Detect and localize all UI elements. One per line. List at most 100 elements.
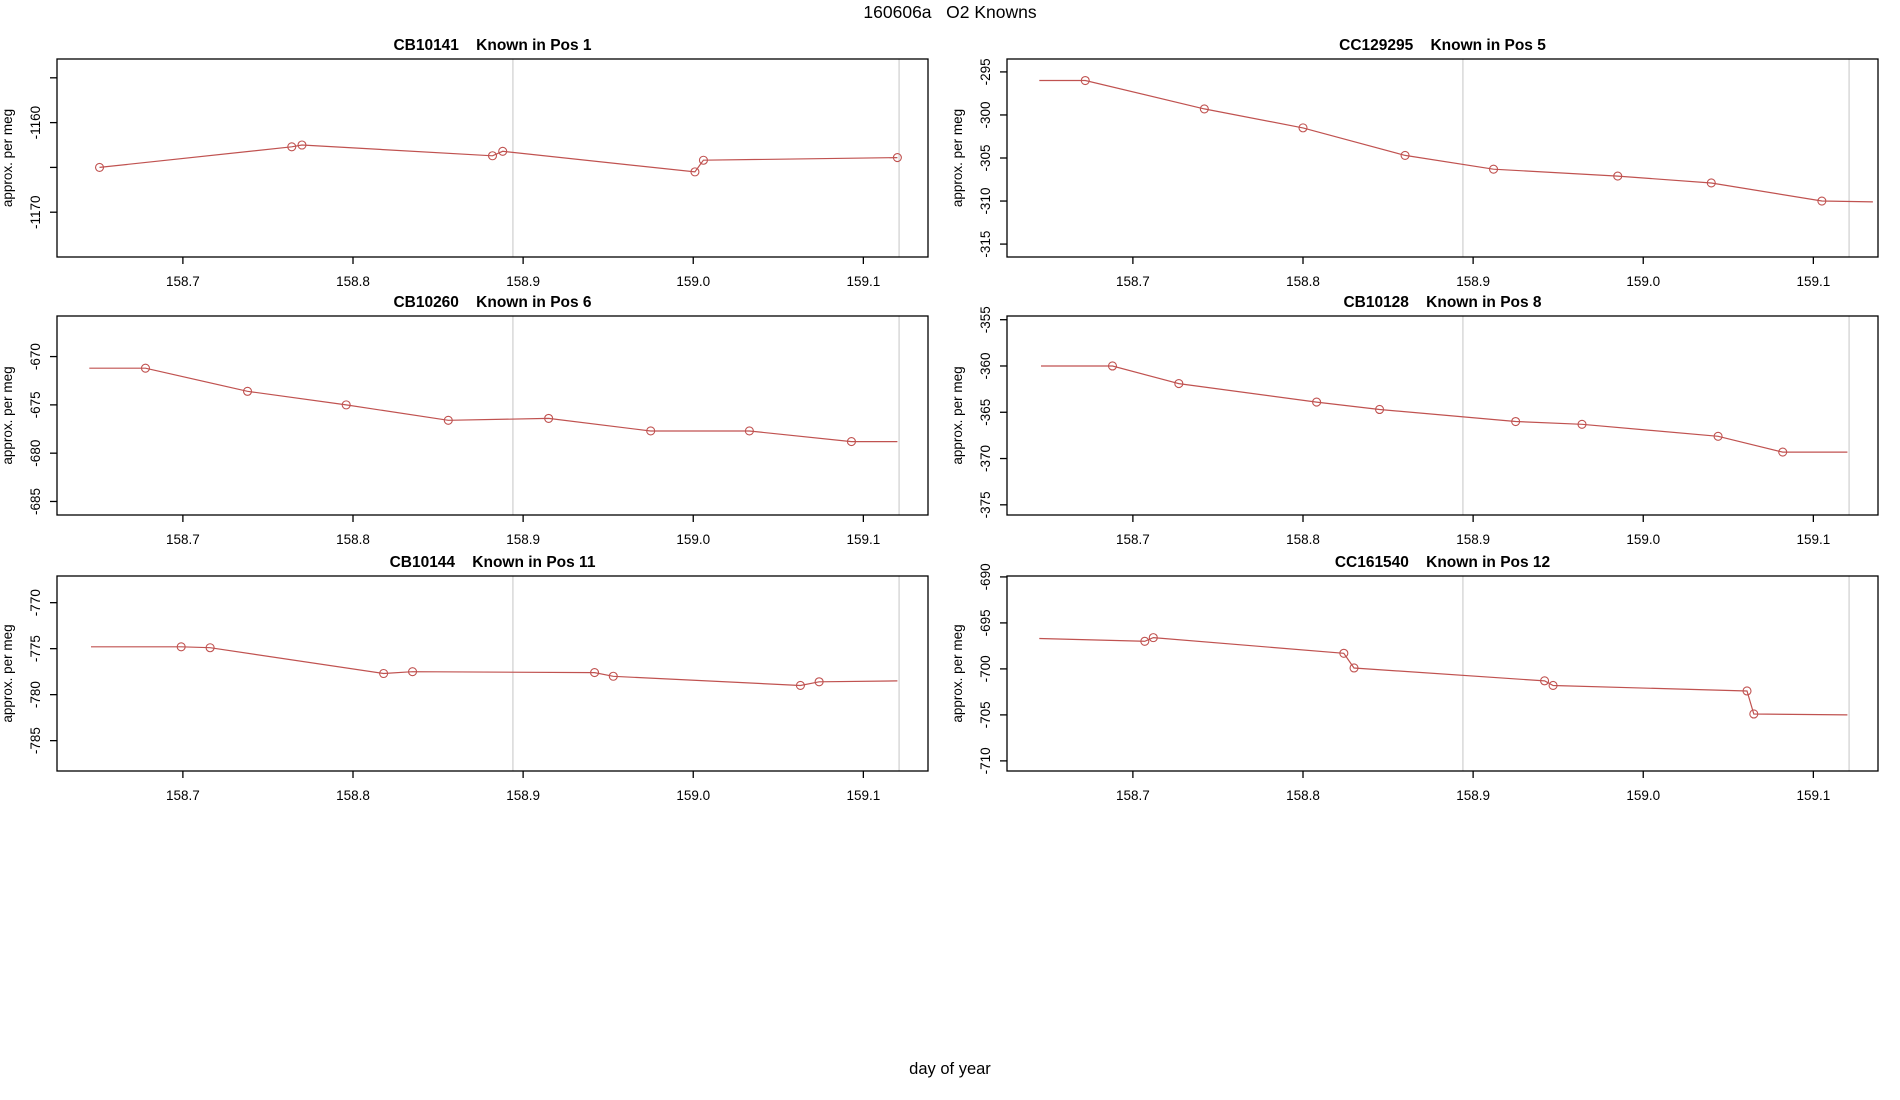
- x-tick-label: 159.0: [676, 788, 710, 803]
- x-tick-label: 158.7: [166, 532, 200, 547]
- y-tick-label: -310: [978, 188, 993, 215]
- data-point-marker: [1199, 104, 1209, 114]
- subplot-cb10141: CB10141 Known in Pos 1 158.7 158.8 158.9 159…: [0, 37, 929, 289]
- x-tick-label: 158.9: [1456, 788, 1490, 803]
- x-tick-label: 159.1: [1796, 788, 1830, 803]
- data-point-marker: [341, 400, 351, 410]
- data-point-marker: [1548, 680, 1558, 691]
- x-tick-label: 158.7: [1116, 788, 1150, 803]
- x-tick-label: 158.8: [1286, 532, 1320, 547]
- y-tick-label: -355: [978, 306, 993, 333]
- x-tick-label: 158.8: [336, 788, 370, 803]
- data-point-marker: [443, 415, 453, 425]
- data-point-marker: [1577, 419, 1587, 429]
- y-tick-label: -305: [978, 144, 993, 171]
- x-tick-label: 159.1: [846, 274, 880, 289]
- subplot-title: CC161540 Known in Pos 12: [1335, 554, 1550, 571]
- data-point-marker: [1713, 431, 1723, 441]
- y-tick-label: -1170: [28, 195, 43, 229]
- data-point-marker: [287, 142, 297, 152]
- data-point-marker: [892, 153, 902, 163]
- y-tick-label: -670: [28, 343, 43, 370]
- data-point-marker: [1742, 686, 1752, 696]
- y-tick-label: -675: [28, 391, 43, 418]
- data-point-marker: [1778, 447, 1788, 457]
- subplot-cb10260: CB10260 Known in Pos 6 158.7 158.8 158.9 159…: [0, 294, 929, 547]
- x-tick-label: 158.8: [336, 274, 370, 289]
- y-axis-label: approx. per meg: [0, 109, 15, 207]
- x-tick-label: 158.9: [1456, 274, 1490, 289]
- data-point-marker: [1339, 648, 1349, 658]
- y-axis-label: approx. per meg: [0, 366, 15, 464]
- data-line: [1039, 636, 1848, 716]
- x-tick-label: 159.1: [846, 788, 880, 803]
- subplot-title: CC129295 Known in Pos 5: [1339, 37, 1546, 54]
- x-tick-label: 158.8: [1286, 274, 1320, 289]
- data-point-marker: [698, 155, 708, 165]
- data-point-marker: [94, 162, 105, 172]
- x-tick-label: 159.0: [1626, 532, 1660, 547]
- plot-frame: [1006, 58, 1879, 258]
- data-line: [89, 367, 898, 443]
- plot-frame: [1006, 315, 1879, 516]
- data-point-marker: [1706, 178, 1716, 188]
- data-point-marker: [1613, 171, 1623, 181]
- data-point-marker: [1817, 196, 1827, 206]
- data-point-marker: [744, 426, 754, 436]
- y-tick-label: -780: [28, 681, 43, 708]
- data-point-marker: [1349, 663, 1359, 673]
- data-point-marker: [205, 643, 215, 653]
- x-tick-label: 159.1: [1796, 532, 1830, 547]
- plot-frame: [56, 315, 929, 516]
- y-tick-label: -785: [28, 727, 43, 754]
- y-tick-label: -360: [978, 352, 993, 379]
- data-point-marker: [846, 437, 856, 447]
- subplot-title: CB10260 Known in Pos 6: [393, 294, 591, 311]
- data-point-marker: [140, 363, 151, 373]
- data-point-marker: [646, 426, 656, 436]
- subplot-cb10144: CB10144 Known in Pos 11 158.7 158.8 158.9 15…: [0, 554, 929, 803]
- y-tick-label: -685: [28, 488, 43, 515]
- plot-frame: [1006, 575, 1879, 772]
- y-tick-label: -695: [978, 609, 993, 636]
- data-point-marker: [1080, 75, 1090, 86]
- x-tick-label: 158.7: [166, 274, 200, 289]
- plot-frame: [56, 58, 929, 258]
- subplot-title: CB10144 Known in Pos 11: [390, 554, 596, 571]
- data-point-marker: [608, 671, 618, 681]
- y-tick-label: -690: [978, 563, 993, 590]
- data-point-marker: [487, 151, 498, 161]
- data-point-marker: [690, 167, 700, 177]
- x-tick-label: 158.9: [506, 788, 540, 803]
- data-point-marker: [1400, 150, 1410, 160]
- x-tick-label: 158.8: [1286, 788, 1320, 803]
- data-point-marker: [814, 677, 824, 687]
- x-tick-label: 158.7: [166, 788, 200, 803]
- y-tick-label: -370: [978, 445, 993, 472]
- y-tick-label: -700: [978, 655, 993, 682]
- y-axis-label: approx. per meg: [950, 109, 965, 207]
- data-point-marker: [1488, 164, 1499, 174]
- subplot-cb10128: CB10128 Known in Pos 8 158.7 158.8 158.9 159…: [950, 294, 1879, 547]
- y-tick-label: -365: [978, 399, 993, 426]
- data-point-marker: [795, 680, 805, 691]
- data-point-marker: [498, 146, 508, 156]
- x-tick-label: 158.8: [336, 532, 370, 547]
- data-point-marker: [1140, 636, 1150, 646]
- x-tick-label: 159.1: [846, 532, 880, 547]
- y-tick-label: -705: [978, 701, 993, 728]
- data-point-marker: [544, 413, 554, 423]
- x-tick-label: 158.9: [1456, 532, 1490, 547]
- data-point-marker: [1174, 379, 1184, 389]
- x-tick-label: 159.0: [1626, 274, 1660, 289]
- subplot-cc161540: CC161540 Known in Pos 12 158.7 158.8 158.9 1…: [950, 554, 1879, 803]
- x-tick-label: 158.7: [1116, 274, 1150, 289]
- subplot-cc129295: CC129295 Known in Pos 5 158.7 158.8 158.9 15…: [950, 37, 1879, 289]
- data-point-marker: [379, 668, 389, 679]
- subplot-title: CB10128 Known in Pos 8: [1343, 294, 1541, 311]
- data-point-marker: [297, 140, 307, 150]
- x-axis-label: day of year: [909, 1060, 991, 1078]
- x-tick-label: 159.0: [676, 274, 710, 289]
